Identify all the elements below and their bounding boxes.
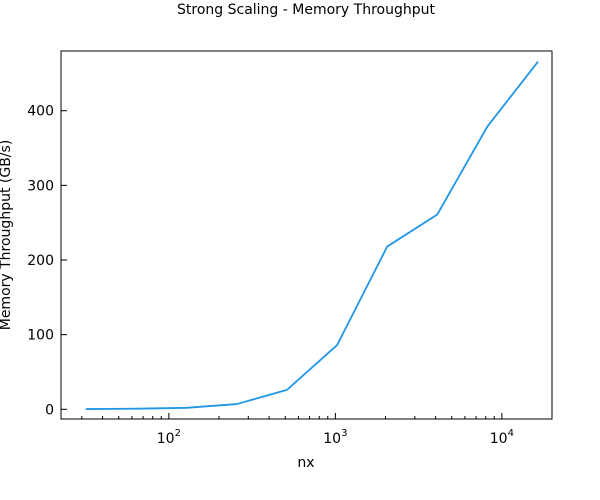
x-tick-label: 102	[157, 428, 181, 447]
y-tick-label: 100	[27, 328, 54, 344]
chart-title: Strong Scaling - Memory Throughput	[177, 2, 435, 18]
series-layer	[85, 61, 539, 410]
x-tick-label: 103	[323, 428, 347, 447]
y-tick-label: 0	[45, 402, 54, 418]
series-line-0	[85, 61, 539, 410]
y-tick-label: 200	[27, 253, 54, 269]
x-axis-label: nx	[297, 455, 314, 471]
plot-frame	[60, 50, 553, 420]
x-axis: 102 103 104	[81, 413, 553, 447]
y-tick-label: 400	[27, 104, 54, 120]
y-axis-label: Memory Throughput (GB/s)	[0, 140, 14, 331]
y-axis: 0 100 200 300 400	[27, 104, 67, 418]
x-tick-label: 104	[490, 428, 514, 447]
y-tick-label: 300	[27, 178, 54, 194]
